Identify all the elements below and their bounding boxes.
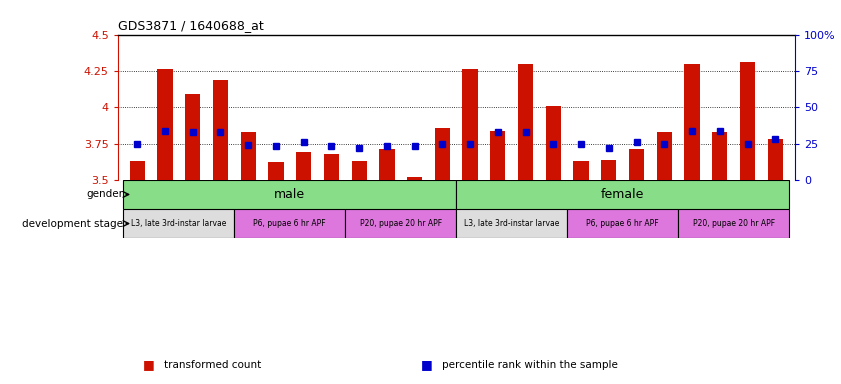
Text: transformed count: transformed count [164, 360, 262, 370]
Text: P20, pupae 20 hr APF: P20, pupae 20 hr APF [360, 219, 442, 228]
Text: female: female [601, 188, 644, 201]
Bar [740, 62, 755, 180]
Text: male: male [274, 188, 305, 201]
Bar [213, 79, 228, 180]
Bar [456, 180, 789, 209]
Text: P6, pupae 6 hr APF: P6, pupae 6 hr APF [586, 219, 659, 228]
Bar [124, 209, 235, 238]
Text: L3, late 3rd-instar larvae: L3, late 3rd-instar larvae [131, 219, 226, 228]
Bar [130, 161, 145, 180]
Bar [352, 161, 367, 180]
Bar [379, 149, 394, 180]
Text: ■: ■ [420, 358, 432, 371]
Bar [601, 160, 616, 180]
Bar [678, 209, 789, 238]
Bar [518, 64, 533, 180]
Text: P20, pupae 20 hr APF: P20, pupae 20 hr APF [693, 219, 775, 228]
Bar [241, 132, 256, 180]
Bar [463, 70, 478, 180]
Bar [657, 132, 672, 180]
Bar [456, 209, 567, 238]
Bar [490, 131, 505, 180]
Bar [712, 132, 727, 180]
Bar [435, 127, 450, 180]
Text: L3, late 3rd-instar larvae: L3, late 3rd-instar larvae [464, 219, 559, 228]
Text: GDS3871 / 1640688_at: GDS3871 / 1640688_at [118, 19, 263, 32]
Text: P6, pupae 6 hr APF: P6, pupae 6 hr APF [253, 219, 326, 228]
Text: gender: gender [87, 189, 124, 199]
Bar [157, 70, 172, 180]
Bar [407, 177, 422, 180]
Bar [124, 180, 456, 209]
Bar [629, 149, 644, 180]
Bar [346, 209, 456, 238]
Bar [685, 64, 700, 180]
Bar [546, 106, 561, 180]
Text: ■: ■ [143, 358, 155, 371]
Bar [185, 94, 200, 180]
Bar [296, 152, 311, 180]
Bar [324, 154, 339, 180]
Text: percentile rank within the sample: percentile rank within the sample [442, 360, 617, 370]
Bar [268, 162, 283, 180]
Bar [235, 209, 346, 238]
Bar [574, 161, 589, 180]
Text: development stage: development stage [23, 218, 124, 228]
Bar [768, 139, 783, 180]
Bar [567, 209, 678, 238]
